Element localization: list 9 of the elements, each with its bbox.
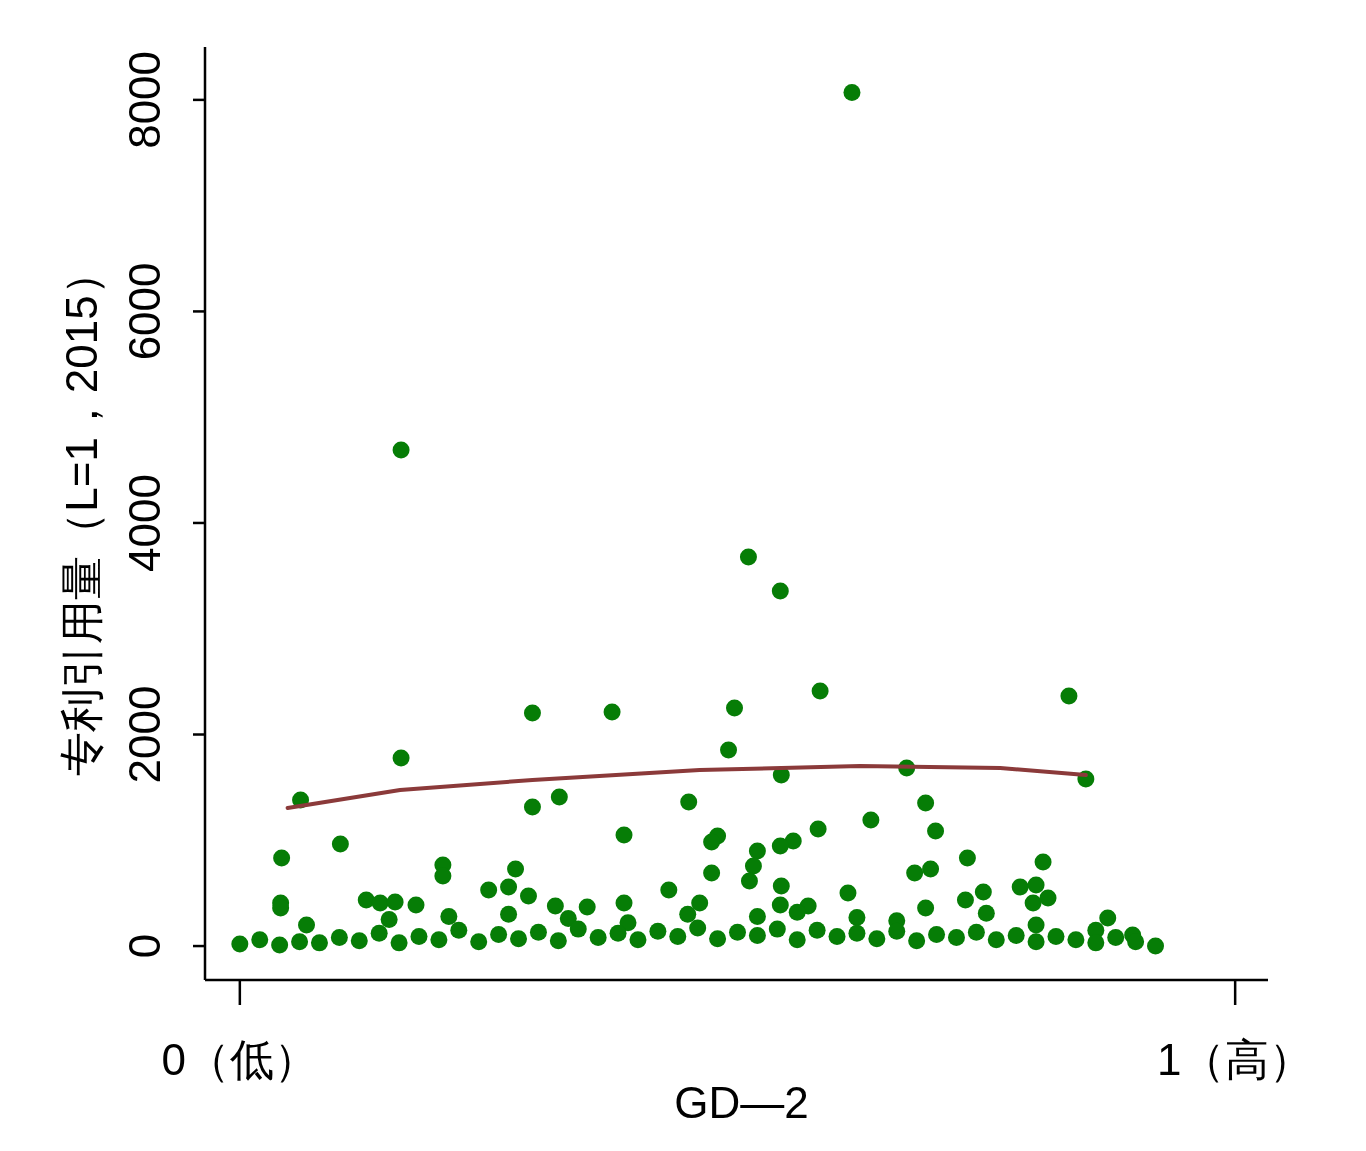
x-axis-title: GD—2 [674, 1078, 809, 1127]
y-axis-title: 专利引用量（L=1，2015） [57, 251, 106, 776]
x-tick-label: 0（低） [161, 1035, 319, 1084]
y-tick-label: 2000 [120, 685, 169, 784]
y-tick-label: 4000 [120, 474, 169, 572]
y-tick-label: 0 [120, 933, 169, 959]
y-tick-label: 8000 [120, 50, 169, 149]
y-tick-label: 6000 [120, 262, 169, 361]
x-tick-label: 1（高） [1156, 1035, 1314, 1084]
